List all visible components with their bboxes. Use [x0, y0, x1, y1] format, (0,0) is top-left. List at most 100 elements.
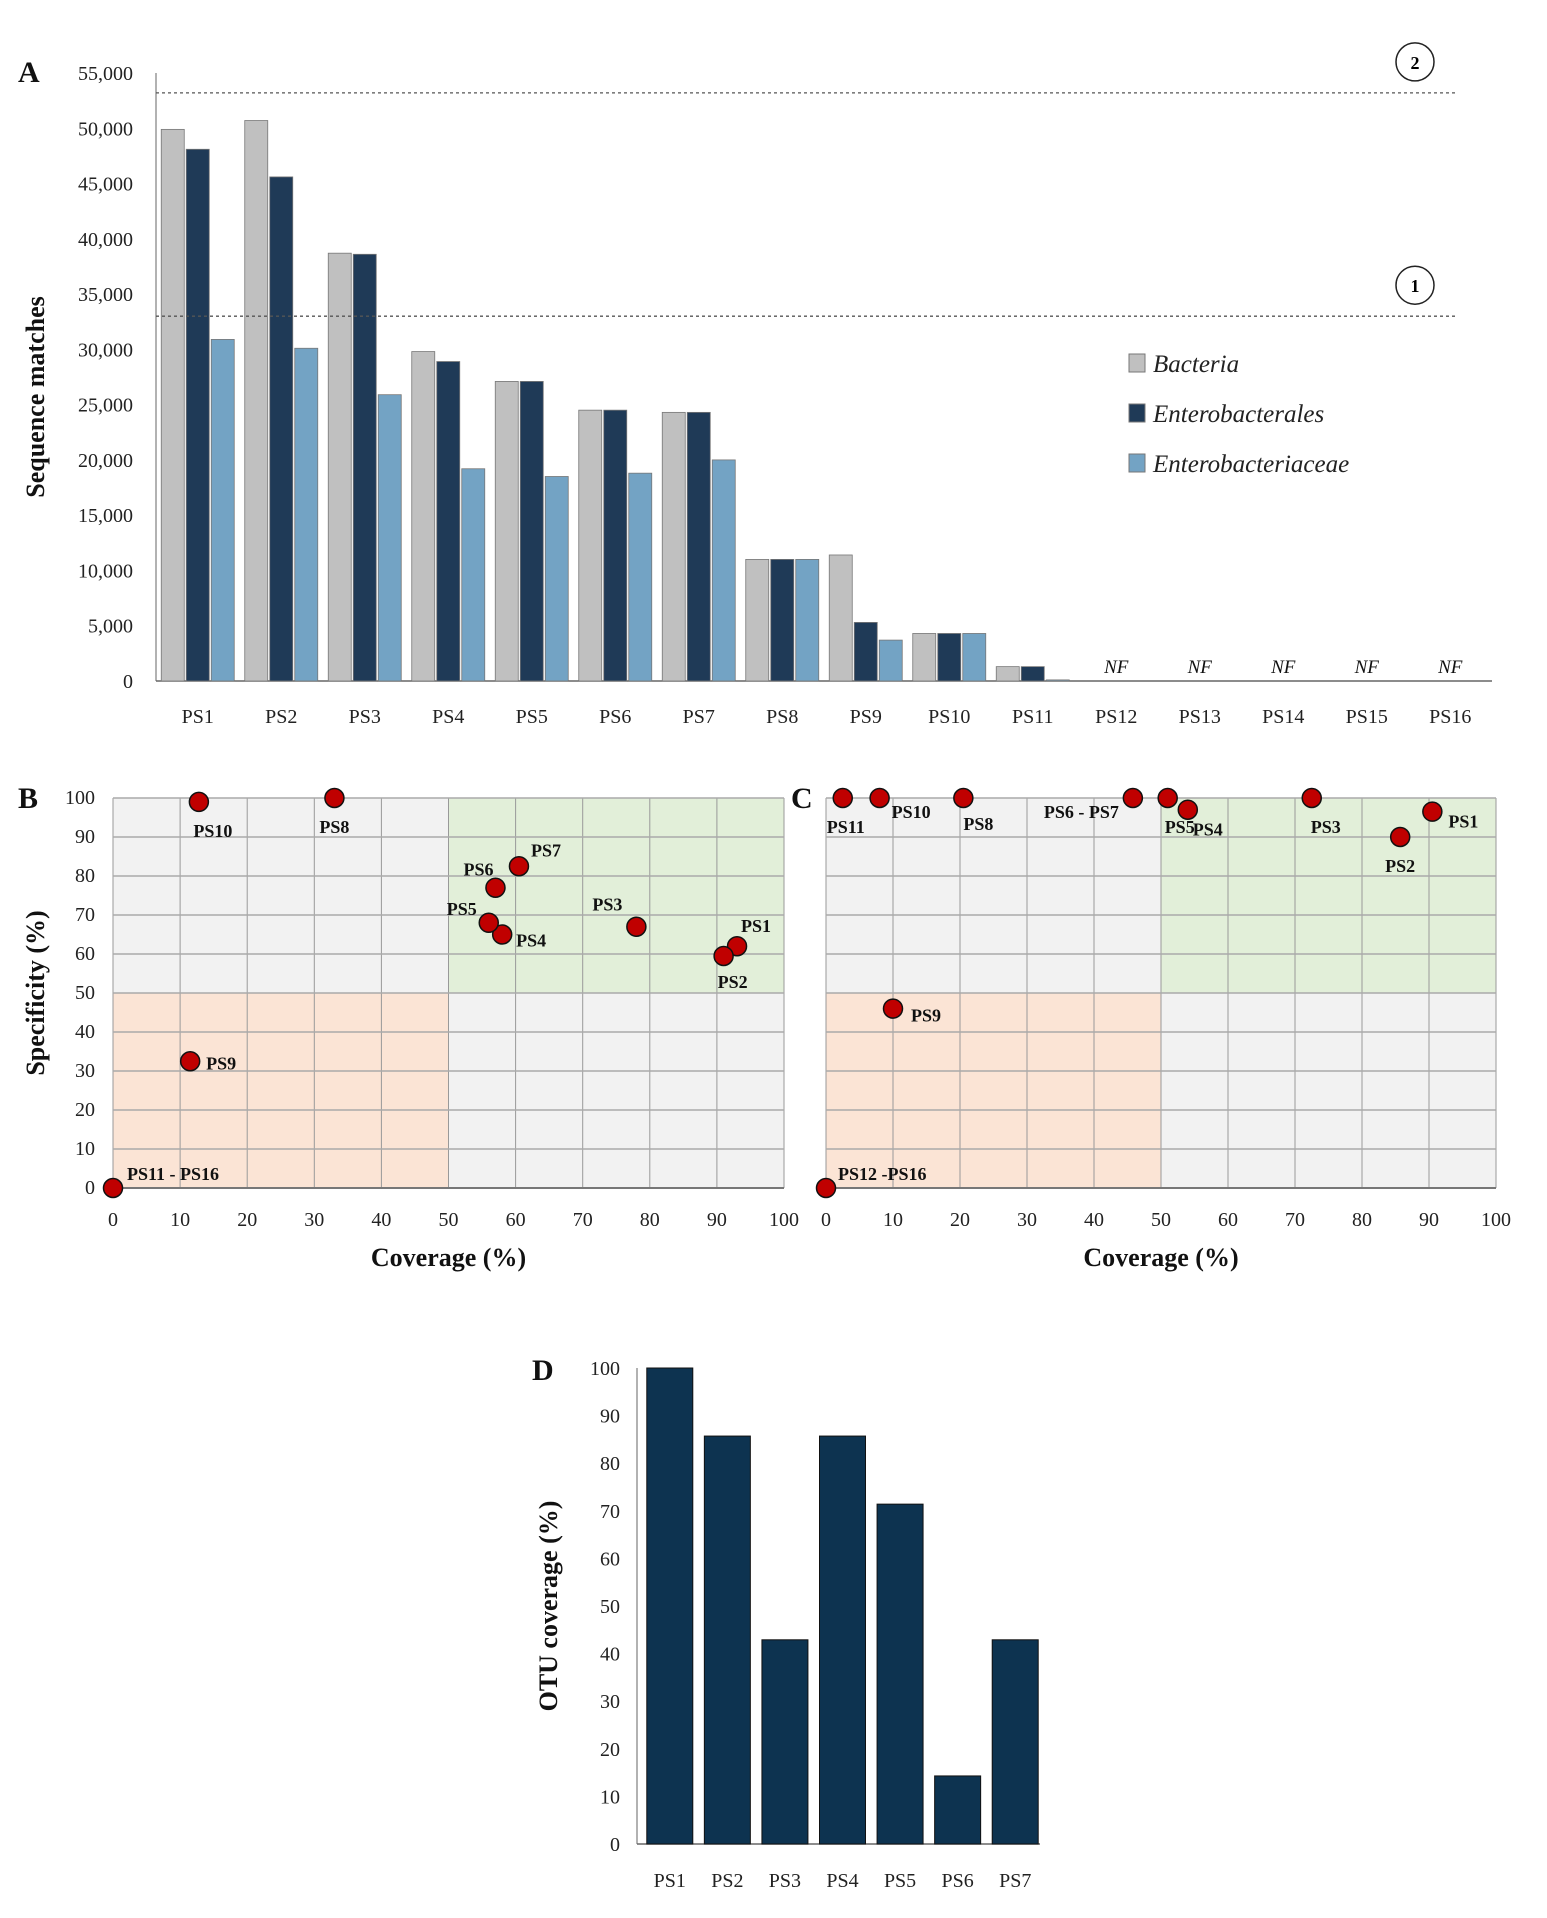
point-ps9	[179, 1051, 201, 1072]
y-tick-label: 100	[65, 787, 95, 809]
point-ps7	[508, 856, 530, 877]
y-tick-label: 30,000	[78, 339, 133, 361]
y-tick-label: 80	[75, 865, 95, 887]
x-tick-label: 60	[1218, 1209, 1238, 1231]
x-tick-label: PS11	[1012, 706, 1054, 728]
y-tick-label: 70	[600, 1501, 620, 1523]
point-ps11-ps16	[102, 1177, 124, 1199]
x-tick-label: PS2	[711, 1870, 743, 1892]
bar-bacteria-ps9	[828, 554, 853, 682]
x-tick-label: PS16	[1429, 706, 1471, 728]
nf-label: NF	[1187, 657, 1213, 678]
y-tick-label: 40,000	[78, 229, 133, 251]
y-tick-label: 50	[75, 982, 95, 1004]
point-ps10	[869, 787, 890, 809]
bar-enterobacteriaceae-ps9	[878, 639, 903, 682]
x-tick-label: PS8	[766, 706, 798, 728]
point-ps6-ps7	[1122, 787, 1144, 809]
point-ps4	[1177, 799, 1199, 820]
panel-c: 0 10 20 30 40 50 60 70 80 90 100 Coverage (%) C PS1 PS…	[791, 782, 1511, 1272]
bar-bacteria-ps7	[661, 411, 686, 682]
bar-bacteria-ps2	[244, 120, 269, 682]
y-tick-label: 20,000	[78, 450, 133, 472]
y-axis-title: OTU coverage (%)	[534, 1501, 563, 1712]
reference-marker-1	[1395, 265, 1435, 305]
y-axis-title: Specificity (%)	[21, 910, 50, 1075]
reference-marker-label: 1	[1411, 276, 1420, 296]
x-tick-label: PS15	[1346, 706, 1388, 728]
y-tick-label: 100	[590, 1358, 620, 1380]
y-tick-label: 10	[75, 1138, 95, 1160]
y-tick-label: 70	[75, 904, 95, 926]
x-tick-label: PS5	[516, 706, 548, 728]
bar-enterobacterales-ps2	[269, 176, 294, 682]
bar-enterobacteriaceae-ps5	[544, 476, 569, 682]
orange-zone	[826, 993, 1161, 1188]
y-tick-label: 15,000	[78, 505, 133, 527]
bar-bacteria-ps11	[995, 666, 1020, 682]
point-label: PS12 -PS16	[838, 1164, 927, 1184]
x-tick-label: PS13	[1179, 706, 1221, 728]
y-tick-label: 5,000	[88, 616, 133, 638]
y-tick-label: 90	[75, 826, 95, 848]
x-tick-label: 30	[304, 1209, 324, 1231]
x-tick-label: PS12	[1095, 706, 1137, 728]
point-label: PS4	[1193, 820, 1223, 840]
legend-swatch	[1128, 353, 1146, 373]
point-ps3	[626, 916, 647, 937]
bar-enterobacterales-ps4	[436, 361, 461, 682]
point-label: PS3	[592, 895, 622, 915]
bar-enterobacteriaceae-ps4	[461, 468, 486, 682]
point-ps8	[324, 787, 345, 809]
y-tick-label: 45,000	[78, 174, 133, 196]
y-tick-label: 60	[600, 1548, 620, 1570]
panel-label-c: C	[791, 782, 813, 815]
panel-a: A 0 5,000 10,000 15,000 20,000 25,000 30,000 35,…	[18, 42, 1492, 728]
bar-ps4	[819, 1435, 866, 1845]
bar-ps5	[876, 1503, 924, 1845]
bar-enterobacteriaceae-ps6	[628, 472, 653, 682]
bar-enterobacterales-ps8	[770, 559, 795, 682]
bar-enterobacteriaceae-ps7	[711, 459, 736, 682]
panel-b: 0 10 20 30 40 50 60 70 80 90 100 0 10 20 30 40 50 60 70 80 9…	[18, 782, 799, 1272]
bar-enterobacterales-ps9	[853, 622, 878, 682]
point-ps10	[188, 791, 210, 813]
point-label: PS8	[963, 814, 993, 834]
nf-label: NF	[1354, 657, 1380, 678]
y-tick-label: 40	[75, 1021, 95, 1043]
point-ps9	[882, 998, 904, 1019]
point-ps6	[485, 877, 506, 898]
point-ps5	[478, 912, 500, 934]
point-ps1	[1422, 801, 1443, 822]
x-tick-label: PS1	[182, 706, 214, 728]
y-tick-label: 50	[600, 1596, 620, 1618]
point-label: PS5	[1165, 817, 1195, 837]
point-label: PS6 - PS7	[1044, 802, 1119, 822]
point-ps8	[953, 787, 974, 809]
bar-bacteria-ps1	[160, 128, 185, 682]
bar-enterobacterales-ps5	[519, 381, 544, 682]
reference-marker-label: 2	[1411, 53, 1420, 73]
x-tick-label: PS7	[683, 706, 715, 728]
y-tick-label: 40	[600, 1644, 620, 1666]
x-tick-label: 10	[170, 1209, 190, 1231]
x-tick-label: 50	[1151, 1209, 1171, 1231]
legend-label: Bacteria	[1153, 351, 1239, 378]
bar-ps1	[646, 1367, 694, 1845]
nf-label: NF	[1437, 657, 1463, 678]
x-tick-label: 60	[506, 1209, 526, 1231]
x-tick-label: PS3	[349, 706, 381, 728]
x-tick-label: 100	[769, 1209, 799, 1231]
x-tick-label: 20	[950, 1209, 970, 1231]
bar-bacteria-ps8	[745, 559, 770, 682]
point-ps11	[832, 787, 853, 809]
y-axis-title: Sequence matches	[21, 296, 50, 497]
bar-ps3	[761, 1639, 809, 1845]
y-tick-label: 25,000	[78, 395, 133, 417]
x-tick-label: 80	[640, 1209, 660, 1231]
point-label: PS1	[1448, 812, 1478, 832]
point-label: PS10	[892, 802, 931, 822]
bar-enterobacterales-ps6	[603, 409, 628, 682]
point-label: PS11 - PS16	[127, 1164, 219, 1184]
